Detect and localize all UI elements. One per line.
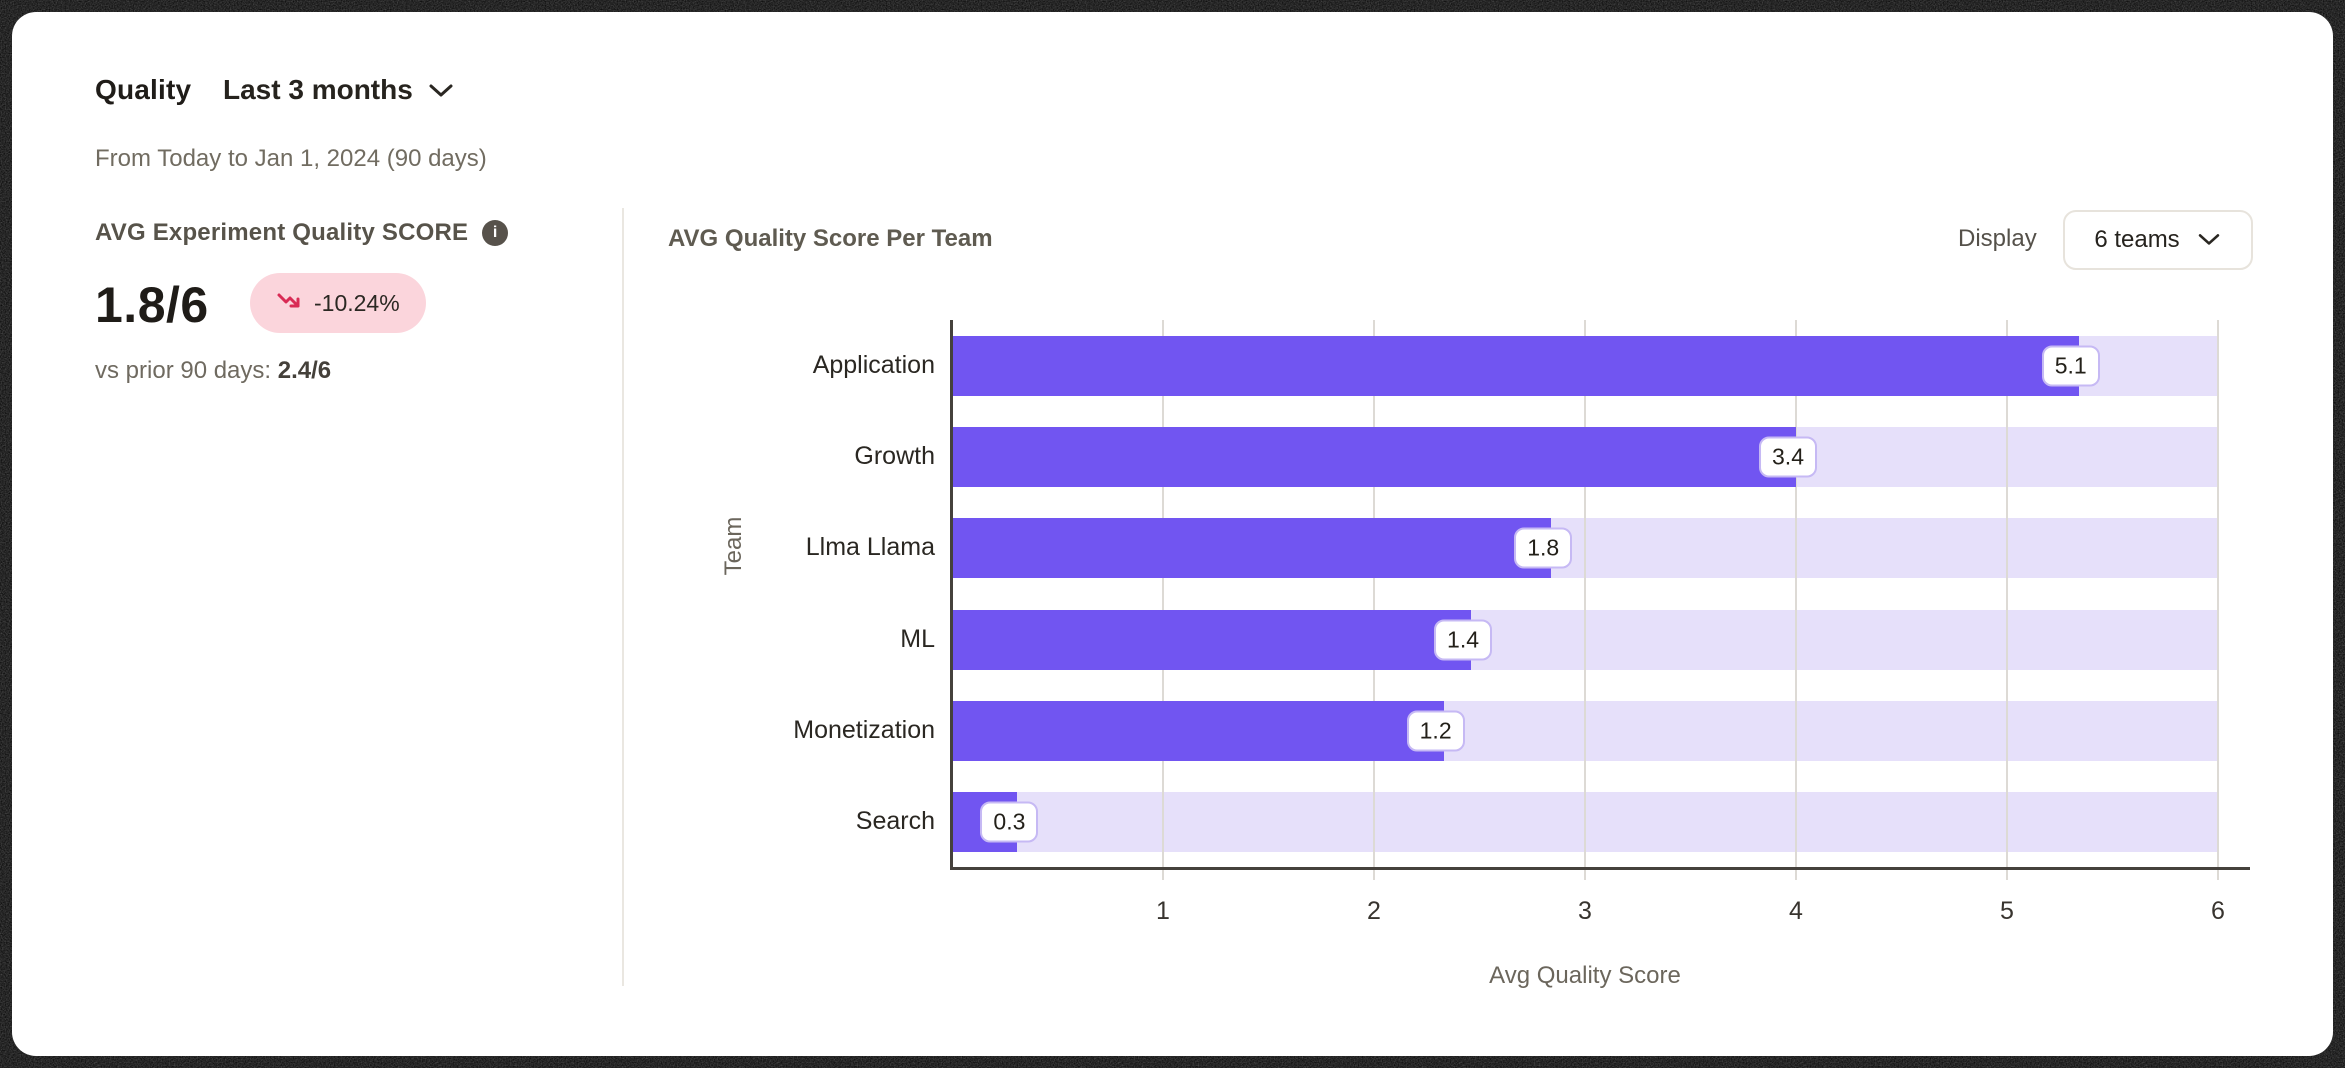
bar-value-label: 1.2 <box>1406 710 1465 752</box>
bar-value-label: 1.4 <box>1434 619 1493 661</box>
x-tick-label: 6 <box>2211 897 2225 925</box>
change-percent: -10.24% <box>314 289 400 316</box>
gridline <box>1373 320 1375 880</box>
y-category-label: Monetization <box>793 716 935 744</box>
y-category-label: Application <box>812 350 935 379</box>
period-selector-label: Last 3 months <box>223 74 413 105</box>
x-tick-label: 4 <box>1789 897 1803 925</box>
bar-value-label: 5.1 <box>2041 345 2100 387</box>
bar-chart-plot: Avg Quality Score 1 2 3 4 5 6 5.1 3.4 1.8 1.4 1.2 0… <box>950 320 2250 989</box>
y-category-label: Llma Llama <box>805 533 935 562</box>
date-range-text: From Today to Jan 1, 2024 (90 days) <box>95 145 487 172</box>
bar-growth[interactable] <box>952 427 1796 487</box>
metric-label: AVG Experiment Quality SCORE <box>95 219 469 246</box>
y-category-label: ML <box>900 624 935 653</box>
y-category-label: Search <box>855 807 935 836</box>
display-teams-dropdown[interactable]: 6 teams <box>2063 210 2253 270</box>
x-axis-line <box>950 867 2250 870</box>
period-selector-dropdown[interactable]: Last 3 months <box>223 74 455 106</box>
gridline <box>1795 320 1797 880</box>
y-axis-line <box>950 320 953 869</box>
dashboard-card: Quality Last 3 months From Today to Jan … <box>12 12 2333 1056</box>
gridline <box>2006 320 2008 880</box>
trending-down-icon <box>276 288 302 318</box>
bar-ml[interactable] <box>952 609 1472 670</box>
comparison-text: vs prior 90 days: 2.4/6 <box>95 357 331 385</box>
x-axis-title: Avg Quality Score <box>1489 962 1681 989</box>
negative-change-badge: -10.24% <box>250 273 426 333</box>
gridline <box>1584 320 1586 880</box>
x-tick-label: 2 <box>1367 897 1381 925</box>
chevron-down-icon <box>2196 226 2222 254</box>
info-icon[interactable]: i <box>482 220 509 246</box>
chevron-down-icon <box>427 74 455 106</box>
gridline <box>1162 320 1164 880</box>
bar-monetization[interactable] <box>952 701 1444 761</box>
bar-llma-llama[interactable] <box>952 518 1552 579</box>
comparison-label: vs prior 90 days: <box>95 357 278 384</box>
y-category-label: Growth <box>854 442 935 470</box>
vertical-divider <box>622 208 624 986</box>
display-label: Display <box>1958 225 2037 252</box>
bar-value-label: 1.8 <box>1514 527 1573 569</box>
x-tick-label: 3 <box>1578 897 1592 925</box>
metric-label-row: AVG Experiment Quality SCORE i <box>95 219 509 247</box>
chart-title: AVG Quality Score Per Team <box>668 225 993 252</box>
bar-application[interactable] <box>952 335 2079 396</box>
gridline <box>2217 320 2219 880</box>
x-tick-label: 5 <box>2000 897 2014 925</box>
display-teams-value: 6 teams <box>2094 226 2180 253</box>
bar-value-label: 3.4 <box>1759 436 1817 478</box>
metric-value: 1.8/6 <box>95 277 209 333</box>
bar-value-label: 0.3 <box>980 801 1039 843</box>
comparison-value: 2.4/6 <box>277 357 332 384</box>
page-title: Quality <box>95 74 192 105</box>
x-tick-label: 1 <box>1156 897 1170 925</box>
